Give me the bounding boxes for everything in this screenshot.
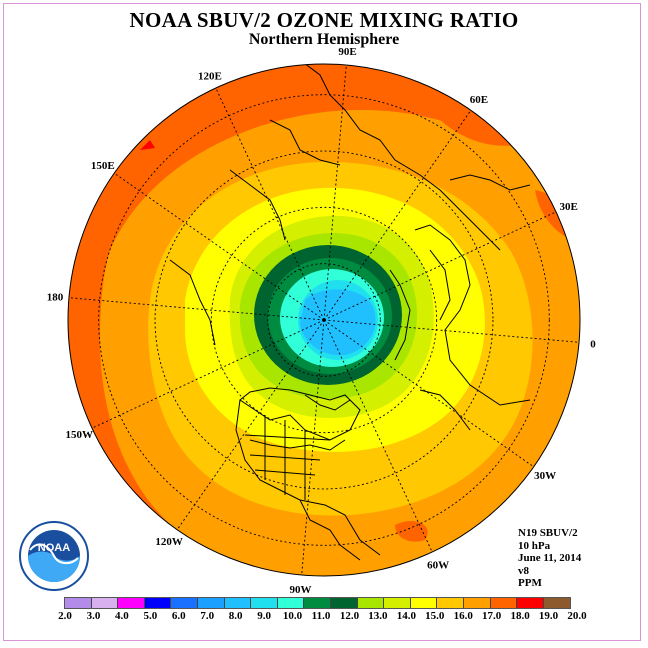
colorbar-tick-label: 11.0 (311, 610, 331, 622)
colorbar-tick-label: 7.0 (200, 610, 215, 622)
longitude-label: 0 (590, 339, 596, 351)
colorbar-swatch (517, 598, 544, 608)
latitude-circle (154, 150, 494, 490)
contour-18-19 (140, 140, 155, 150)
colorbar-swatch (91, 598, 119, 608)
colorbar-swatch (277, 598, 305, 608)
colorbar-swatch (118, 598, 145, 608)
map-subtitle: Northern Hemisphere (248, 31, 400, 48)
colorbar-swatch (330, 598, 358, 608)
longitude-label: 120E (198, 70, 222, 82)
colorbar-swatch (463, 598, 491, 608)
longitude-label: 90E (338, 46, 356, 58)
meridian-line (114, 172, 325, 321)
colorbar-tick-label: 2.0 (58, 610, 72, 622)
meridian-line (323, 319, 580, 343)
contour-17-18-north (420, 95, 515, 146)
meridian-line (176, 319, 325, 530)
meridian-line (323, 319, 433, 553)
colorbar-tick-label: 10.0 (282, 610, 303, 622)
colorbar-swatch (384, 598, 411, 608)
units-label: PPM (518, 577, 542, 590)
colorbar-tick-label: 18.0 (510, 610, 530, 622)
version-label: v8 (518, 564, 529, 577)
colorbar-tick-label: 16.0 (453, 610, 473, 622)
metadata-block: N19 SBUV/2 10 hPa June 11, 2014 v8 PPM (518, 527, 581, 590)
longitude-label: 120W (155, 536, 183, 548)
meridian-line (68, 297, 325, 321)
colorbar-tick-label: 19.0 (538, 610, 559, 622)
colorbar-swatch (171, 598, 198, 608)
longitude-label: 180 (47, 291, 64, 303)
colorbar (64, 597, 572, 609)
meridian-line (323, 64, 347, 321)
meridian-line (323, 211, 557, 321)
contour-17-18-south (395, 520, 428, 542)
colorbar-tick-label: 20.0 (567, 610, 587, 622)
logo-text: NOAA (38, 542, 70, 554)
page-frame (3, 3, 641, 641)
hemisphere-border (67, 63, 581, 577)
colorbar-tick-label: 9.0 (257, 610, 271, 622)
coastlines (169, 64, 531, 561)
colorbar-tick-label: 3.0 (86, 610, 101, 622)
latitude-circle (98, 94, 550, 546)
meridian-line (91, 319, 325, 429)
colorbar-tick-label: 4.0 (115, 610, 129, 622)
colorbar-swatch (251, 598, 278, 608)
longitude-label: 30W (534, 470, 556, 482)
colorbar-tick-label: 8.0 (228, 610, 243, 622)
date-label: June 11, 2014 (518, 552, 582, 565)
latitude-circle (267, 263, 381, 377)
colorbar-swatch (144, 598, 172, 608)
colorbar-swatch (410, 598, 438, 608)
meridian-line (323, 110, 472, 321)
colorbar-tick-label: 12.0 (339, 610, 360, 622)
colorbar-swatch (437, 598, 464, 608)
colorbar-tick-label: 6.0 (171, 610, 186, 622)
colorbar-tick-label: 14.0 (396, 610, 416, 622)
colorbar-swatch (224, 598, 252, 608)
colorbar-swatch (65, 598, 92, 608)
graticule (68, 64, 580, 576)
pressure-level-label: 10 hPa (518, 539, 551, 552)
ozone-contours (68, 64, 580, 576)
instrument-label: N19 SBUV/2 (518, 527, 578, 539)
colorbar-tick-label: 13.0 (368, 610, 388, 622)
meridian-line (215, 87, 325, 321)
colorbar-swatch (197, 598, 225, 608)
latitude-circle (210, 206, 438, 434)
colorbar-tick-label: 15.0 (425, 610, 445, 622)
colorbar-tick-label: 17.0 (482, 610, 502, 622)
longitude-label: 150W (66, 429, 94, 441)
longitude-label: 60E (470, 94, 488, 106)
contour-7-8 (300, 289, 376, 356)
meridian-line (301, 319, 325, 576)
colorbar-swatch (543, 598, 571, 608)
colorbar-swatch (490, 598, 518, 608)
longitude-label: 150E (91, 160, 115, 172)
longitude-label: 30E (560, 201, 578, 213)
colorbar-tick-label: 5.0 (143, 610, 158, 622)
meridian-line (323, 319, 534, 468)
longitude-labels: 90E 60E 30E 0 30W 60W 90W 120W 150W 180 150E 120E (47, 46, 596, 596)
longitude-label: 90W (289, 584, 311, 596)
colorbar-swatch (304, 598, 331, 608)
noaa-logo: NOAA (19, 521, 89, 591)
longitude-label: 60W (427, 560, 449, 572)
colorbar-swatch (357, 598, 385, 608)
map-title: NOAA SBUV/2 OZONE MIXING RATIO (129, 8, 519, 32)
